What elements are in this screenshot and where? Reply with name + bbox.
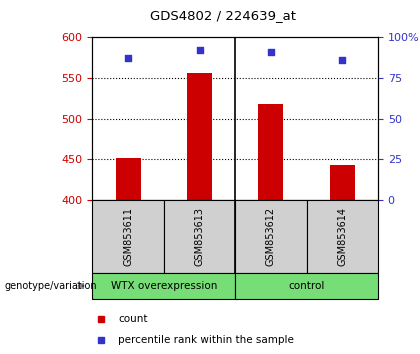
Text: WTX overexpression: WTX overexpression	[110, 281, 217, 291]
Bar	[330, 165, 355, 200]
Point	[268, 49, 274, 55]
Bar	[258, 104, 284, 200]
Text: GSM853613: GSM853613	[194, 207, 205, 266]
Bar	[116, 158, 141, 200]
Text: count: count	[118, 314, 147, 324]
Text: genotype/variation: genotype/variation	[4, 281, 97, 291]
Bar	[187, 73, 212, 200]
Point	[196, 47, 203, 53]
Bar	[307, 200, 378, 273]
Text: GSM853614: GSM853614	[337, 207, 347, 266]
Point	[125, 56, 131, 61]
Bar	[235, 200, 307, 273]
Bar	[92, 200, 164, 273]
Bar	[92, 273, 235, 299]
Text: control: control	[289, 281, 325, 291]
Bar	[164, 200, 235, 273]
Text: percentile rank within the sample: percentile rank within the sample	[118, 335, 294, 345]
Text: GDS4802 / 224639_at: GDS4802 / 224639_at	[150, 9, 296, 22]
Point	[339, 57, 346, 63]
Text: GSM853611: GSM853611	[123, 207, 133, 266]
Bar	[235, 273, 378, 299]
Text: GSM853612: GSM853612	[266, 207, 276, 266]
